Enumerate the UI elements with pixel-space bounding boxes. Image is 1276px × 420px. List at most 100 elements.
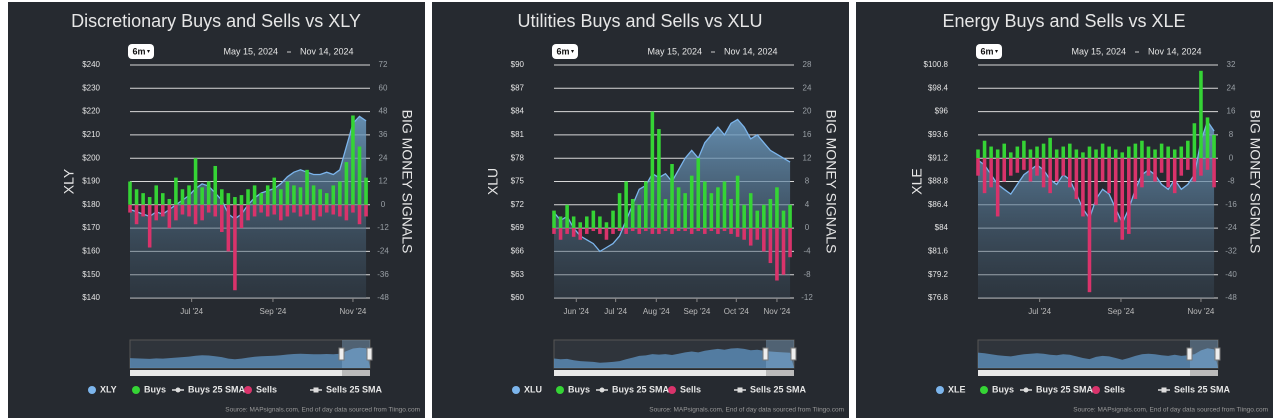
legend-item[interactable]: Sells [1092, 384, 1125, 394]
y2-tick-label: 24 [1227, 83, 1236, 92]
range-button[interactable]: 6m [128, 44, 154, 59]
signal-bar [318, 189, 322, 205]
signal-bar [1113, 149, 1118, 159]
legend-item[interactable]: XLY [88, 384, 117, 394]
y2-axis-label: BIG MONEY SIGNALS [823, 110, 839, 254]
signal-bar [180, 189, 185, 205]
range-button-label: 6m [132, 46, 145, 56]
legend-item[interactable]: Buys 25 SMA [1020, 384, 1094, 394]
legend-label: Buys [992, 384, 1014, 394]
navigator-handle[interactable] [338, 347, 345, 361]
navigator-handle[interactable] [1214, 347, 1221, 361]
signal-bar [1061, 158, 1066, 176]
signal-bar [1107, 146, 1111, 159]
signal-bar [252, 204, 257, 217]
signal-bar [239, 195, 244, 205]
signal-bar [578, 222, 583, 229]
y2-tick-label: -16 [1225, 200, 1237, 209]
signal-bar [1153, 158, 1157, 182]
legend-item[interactable]: Buys [556, 384, 590, 394]
signal-bar [167, 198, 172, 205]
signal-bar [285, 181, 290, 205]
signal-bar [1186, 158, 1190, 170]
legend-label: Sells [680, 384, 701, 394]
signal-bar [709, 228, 714, 232]
navigator-handle[interactable] [762, 347, 769, 361]
legend-symbol [737, 387, 743, 393]
signal-bar [331, 185, 336, 205]
navigator-handle[interactable] [1186, 347, 1193, 361]
legend-item[interactable]: Sells 25 SMA [1158, 384, 1231, 394]
date-from: May 15, 2024 [223, 46, 278, 56]
signal-bar [338, 181, 342, 205]
signal-bar [305, 169, 309, 205]
signal-bar [558, 228, 563, 240]
range-button-label: 6m [556, 46, 569, 56]
signal-bar [364, 177, 368, 205]
legend-item[interactable]: Sells [668, 384, 701, 394]
signal-bar [279, 204, 283, 221]
legend-item[interactable]: Sells 25 SMA [734, 384, 807, 394]
y-tick-label: $96 [935, 107, 949, 116]
navigator-handle[interactable] [366, 347, 373, 361]
date-to: Nov 14, 2024 [724, 46, 778, 56]
signal-bar [272, 177, 277, 205]
y2-tick-label: 0 [381, 200, 386, 209]
y-tick-label: $69 [511, 223, 525, 232]
navigator-handle[interactable] [790, 347, 797, 361]
y2-axis-label: BIG MONEY SIGNALS [399, 110, 415, 254]
legend-item[interactable]: Buys 25 SMA [596, 384, 670, 394]
signal-bar [252, 185, 257, 205]
navigator-window [1190, 340, 1218, 368]
signal-bar [331, 204, 336, 215]
signal-bar [1100, 158, 1105, 182]
y2-tick-label: 48 [379, 107, 388, 116]
range-button-caret [147, 50, 150, 53]
signal-bar [722, 228, 727, 232]
signal-bar [989, 158, 993, 188]
signal-bar [742, 228, 746, 240]
scrollbar [978, 370, 1218, 376]
signal-bar [292, 185, 296, 205]
chart-panel: Utilities Buys and Sells vs XLU 6m May 15,… [432, 2, 849, 418]
x-tick-label: Jul '24 [180, 307, 203, 316]
signal-bar [351, 115, 355, 205]
legend-marker [512, 386, 520, 394]
x-tick-label: Jul '24 [1028, 307, 1051, 316]
scrollbar-thumb [766, 370, 794, 376]
legend-item[interactable]: Buys [980, 384, 1014, 394]
y-tick-label: $81 [511, 130, 525, 139]
source-note: Source: MAPsignals.com, End of day data … [225, 407, 420, 414]
signal-bar [1002, 143, 1007, 159]
x-tick-label: Jun '24 [564, 307, 590, 316]
legend-item[interactable]: Sells [244, 384, 277, 394]
legend-item[interactable]: Buys 25 SMA [172, 384, 246, 394]
legend-item[interactable]: XLE [936, 384, 966, 394]
chart-panel: Energy Buys and Sells vs XLE 6m May 15, 20… [856, 2, 1273, 418]
signal-bar [604, 222, 609, 229]
signal-bar [571, 216, 576, 229]
signal-bar [233, 204, 237, 291]
legend-item[interactable]: XLU [512, 384, 542, 394]
range-button[interactable]: 6m [552, 44, 578, 59]
y2-tick-label: 8 [805, 177, 810, 186]
signal-bar [630, 228, 635, 232]
signal-bar [1205, 117, 1210, 159]
signal-bar [161, 193, 165, 205]
legend-marker [556, 386, 564, 394]
signal-bar [265, 204, 270, 217]
signal-bar [147, 197, 152, 205]
signal-bar [976, 158, 980, 176]
signal-bar [683, 228, 687, 232]
signal-bar [565, 204, 569, 229]
signal-bar [265, 185, 270, 205]
signal-bar [1120, 158, 1125, 240]
legend-label: Sells 25 SMA [326, 384, 383, 394]
chart-title: Discretionary Buys and Sells vs XLY [71, 11, 361, 31]
range-button[interactable]: 6m [976, 44, 1002, 59]
y-tick-label: $200 [82, 153, 100, 162]
legend-label: Sells 25 SMA [750, 384, 807, 394]
legend-item[interactable]: Buys [132, 384, 166, 394]
signal-bar [206, 181, 211, 205]
legend-item[interactable]: Sells 25 SMA [310, 384, 383, 394]
